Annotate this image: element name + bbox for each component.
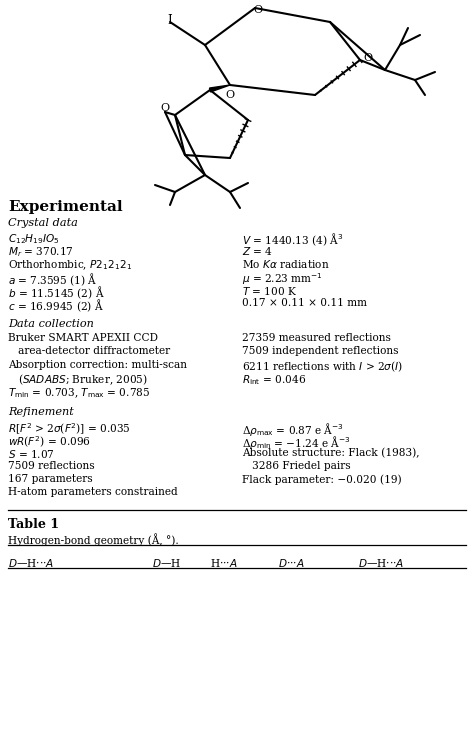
Text: $D$···$A$: $D$···$A$: [278, 557, 305, 569]
Text: I: I: [168, 13, 173, 27]
Text: O: O: [226, 90, 235, 100]
Text: 167 parameters: 167 parameters: [8, 474, 92, 484]
Text: Δ$\rho_{\mathrm{min}}$ = −1.24 e Å$^{-3}$: Δ$\rho_{\mathrm{min}}$ = −1.24 e Å$^{-3}…: [242, 434, 351, 451]
Text: 3286 Friedel pairs: 3286 Friedel pairs: [242, 461, 351, 471]
Text: 6211 reflections with $I$ > 2$\sigma$($I$): 6211 reflections with $I$ > 2$\sigma$($I…: [242, 360, 403, 374]
Text: Mo $K\alpha$ radiation: Mo $K\alpha$ radiation: [242, 258, 329, 270]
Text: $a$ = 7.3595 (1) Å: $a$ = 7.3595 (1) Å: [8, 272, 98, 288]
Text: $wR$($F^2$) = 0.096: $wR$($F^2$) = 0.096: [8, 434, 91, 450]
Text: $T$ = 100 K: $T$ = 100 K: [242, 285, 297, 297]
Text: H-atom parameters constrained: H-atom parameters constrained: [8, 487, 178, 497]
Polygon shape: [210, 85, 230, 92]
Text: $T_{\mathrm{min}}$ = 0.703, $T_{\mathrm{max}}$ = 0.785: $T_{\mathrm{min}}$ = 0.703, $T_{\mathrm{…: [8, 386, 150, 400]
Text: $\mu$ = 2.23 mm$^{-1}$: $\mu$ = 2.23 mm$^{-1}$: [242, 272, 323, 287]
Text: Flack parameter: −0.020 (19): Flack parameter: −0.020 (19): [242, 474, 401, 485]
Text: $S$ = 1.07: $S$ = 1.07: [8, 448, 55, 460]
Text: 0.17 × 0.11 × 0.11 mm: 0.17 × 0.11 × 0.11 mm: [242, 298, 367, 308]
Text: Table 1: Table 1: [8, 518, 59, 531]
Text: $c$ = 16.9945 (2) Å: $c$ = 16.9945 (2) Å: [8, 298, 104, 315]
Text: 27359 measured reflections: 27359 measured reflections: [242, 333, 391, 343]
Text: Orthorhombic, $P2_12_12_1$: Orthorhombic, $P2_12_12_1$: [8, 258, 132, 272]
Text: ($SADABS$; Bruker, 2005): ($SADABS$; Bruker, 2005): [8, 373, 148, 387]
Text: 7509 independent reflections: 7509 independent reflections: [242, 346, 399, 357]
Text: $C_{12}H_{19}IO_5$: $C_{12}H_{19}IO_5$: [8, 232, 60, 245]
Text: area-detector diffractometer: area-detector diffractometer: [8, 346, 170, 357]
Text: $V$ = 1440.13 (4) Å$^3$: $V$ = 1440.13 (4) Å$^3$: [242, 232, 343, 248]
Text: $Z$ = 4: $Z$ = 4: [242, 245, 273, 257]
Text: Hydrogen-bond geometry (Å, °).: Hydrogen-bond geometry (Å, °).: [8, 533, 179, 546]
Text: O: O: [254, 5, 263, 15]
Text: Experimental: Experimental: [8, 200, 123, 214]
Text: H···$A$: H···$A$: [210, 557, 237, 569]
Text: Crystal data: Crystal data: [8, 218, 78, 228]
Text: $D$—H···$A$: $D$—H···$A$: [8, 557, 54, 569]
Text: $M_r$ = 370.17: $M_r$ = 370.17: [8, 245, 74, 259]
Text: Absorption correction: multi-scan: Absorption correction: multi-scan: [8, 360, 187, 369]
Text: Data collection: Data collection: [8, 319, 94, 329]
Text: O: O: [160, 103, 170, 113]
Text: $D$—H···$A$: $D$—H···$A$: [358, 557, 404, 569]
Text: $D$—H: $D$—H: [152, 557, 181, 569]
Text: $R_{\mathrm{int}}$ = 0.046: $R_{\mathrm{int}}$ = 0.046: [242, 373, 306, 386]
Text: Bruker SMART APEXII CCD: Bruker SMART APEXII CCD: [8, 333, 158, 343]
Text: $R$[$F^2$ > 2$\sigma$($F^2$)] = 0.035: $R$[$F^2$ > 2$\sigma$($F^2$)] = 0.035: [8, 421, 131, 436]
Text: O: O: [364, 53, 373, 63]
Text: Absolute structure: Flack (1983),: Absolute structure: Flack (1983),: [242, 448, 419, 458]
Text: 7509 reflections: 7509 reflections: [8, 461, 95, 471]
Text: Δ$\rho_{\mathrm{max}}$ = 0.87 e Å$^{-3}$: Δ$\rho_{\mathrm{max}}$ = 0.87 e Å$^{-3}$: [242, 421, 344, 438]
Text: $b$ = 11.5145 (2) Å: $b$ = 11.5145 (2) Å: [8, 285, 105, 301]
Text: Refinement: Refinement: [8, 407, 74, 417]
